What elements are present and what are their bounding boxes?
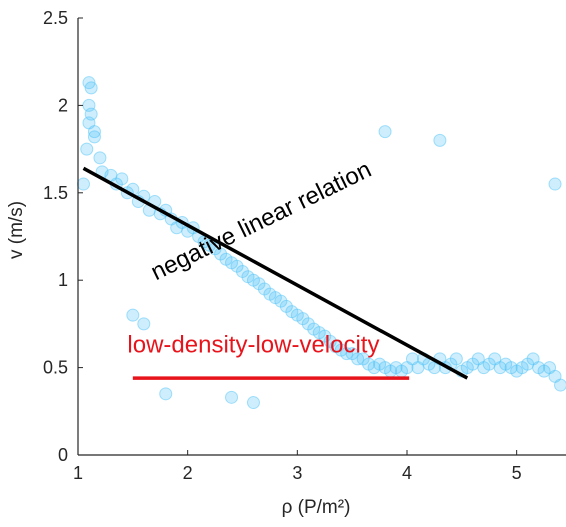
data-point [548, 177, 562, 191]
y-tick-label: 0 [58, 445, 68, 465]
y-axis-label: v (m/s) [6, 201, 27, 259]
annotation-text: low-density-low-velocity [127, 332, 379, 359]
y-axis-ticks: 0 0.5 1 1.5 2 2.5 [43, 8, 83, 465]
x-tick-label: 3 [292, 463, 302, 483]
annotation-lines [82, 166, 469, 380]
x-tick-label: 1 [73, 463, 83, 483]
plot-frame [77, 18, 566, 456]
y-tick-label: 2 [58, 95, 68, 115]
data-point [115, 172, 129, 186]
x-axis-label: ρ (P/m²) [282, 497, 351, 518]
x-tick-label: 2 [183, 463, 193, 483]
y-tick-label: 2.5 [43, 8, 68, 28]
data-point [84, 81, 98, 95]
data-point [137, 317, 151, 331]
reference-line [82, 166, 469, 380]
x-axis-ticks: 1 2 3 4 5 [73, 450, 522, 483]
data-point [449, 352, 463, 366]
data-point [87, 125, 101, 139]
data-point [159, 387, 173, 401]
data-point [351, 352, 365, 366]
x-tick-label: 5 [512, 463, 522, 483]
y-tick-label: 1 [58, 270, 68, 290]
annotation-labels: negative linear relationlow-density-low-… [127, 156, 379, 359]
data-point [340, 347, 354, 361]
data-point [554, 378, 566, 392]
data-point [378, 125, 392, 139]
data-point [246, 396, 260, 410]
data-point [225, 390, 239, 404]
data-point [126, 308, 140, 322]
data-point [87, 130, 101, 144]
data-point [80, 142, 94, 156]
data-point [433, 133, 447, 147]
scatter-points [76, 76, 566, 410]
data-point [84, 107, 98, 121]
data-point [93, 151, 107, 165]
data-point [76, 177, 90, 191]
y-tick-label: 0.5 [43, 358, 68, 378]
x-tick-label: 4 [402, 463, 412, 483]
y-tick-label: 1.5 [43, 183, 68, 203]
